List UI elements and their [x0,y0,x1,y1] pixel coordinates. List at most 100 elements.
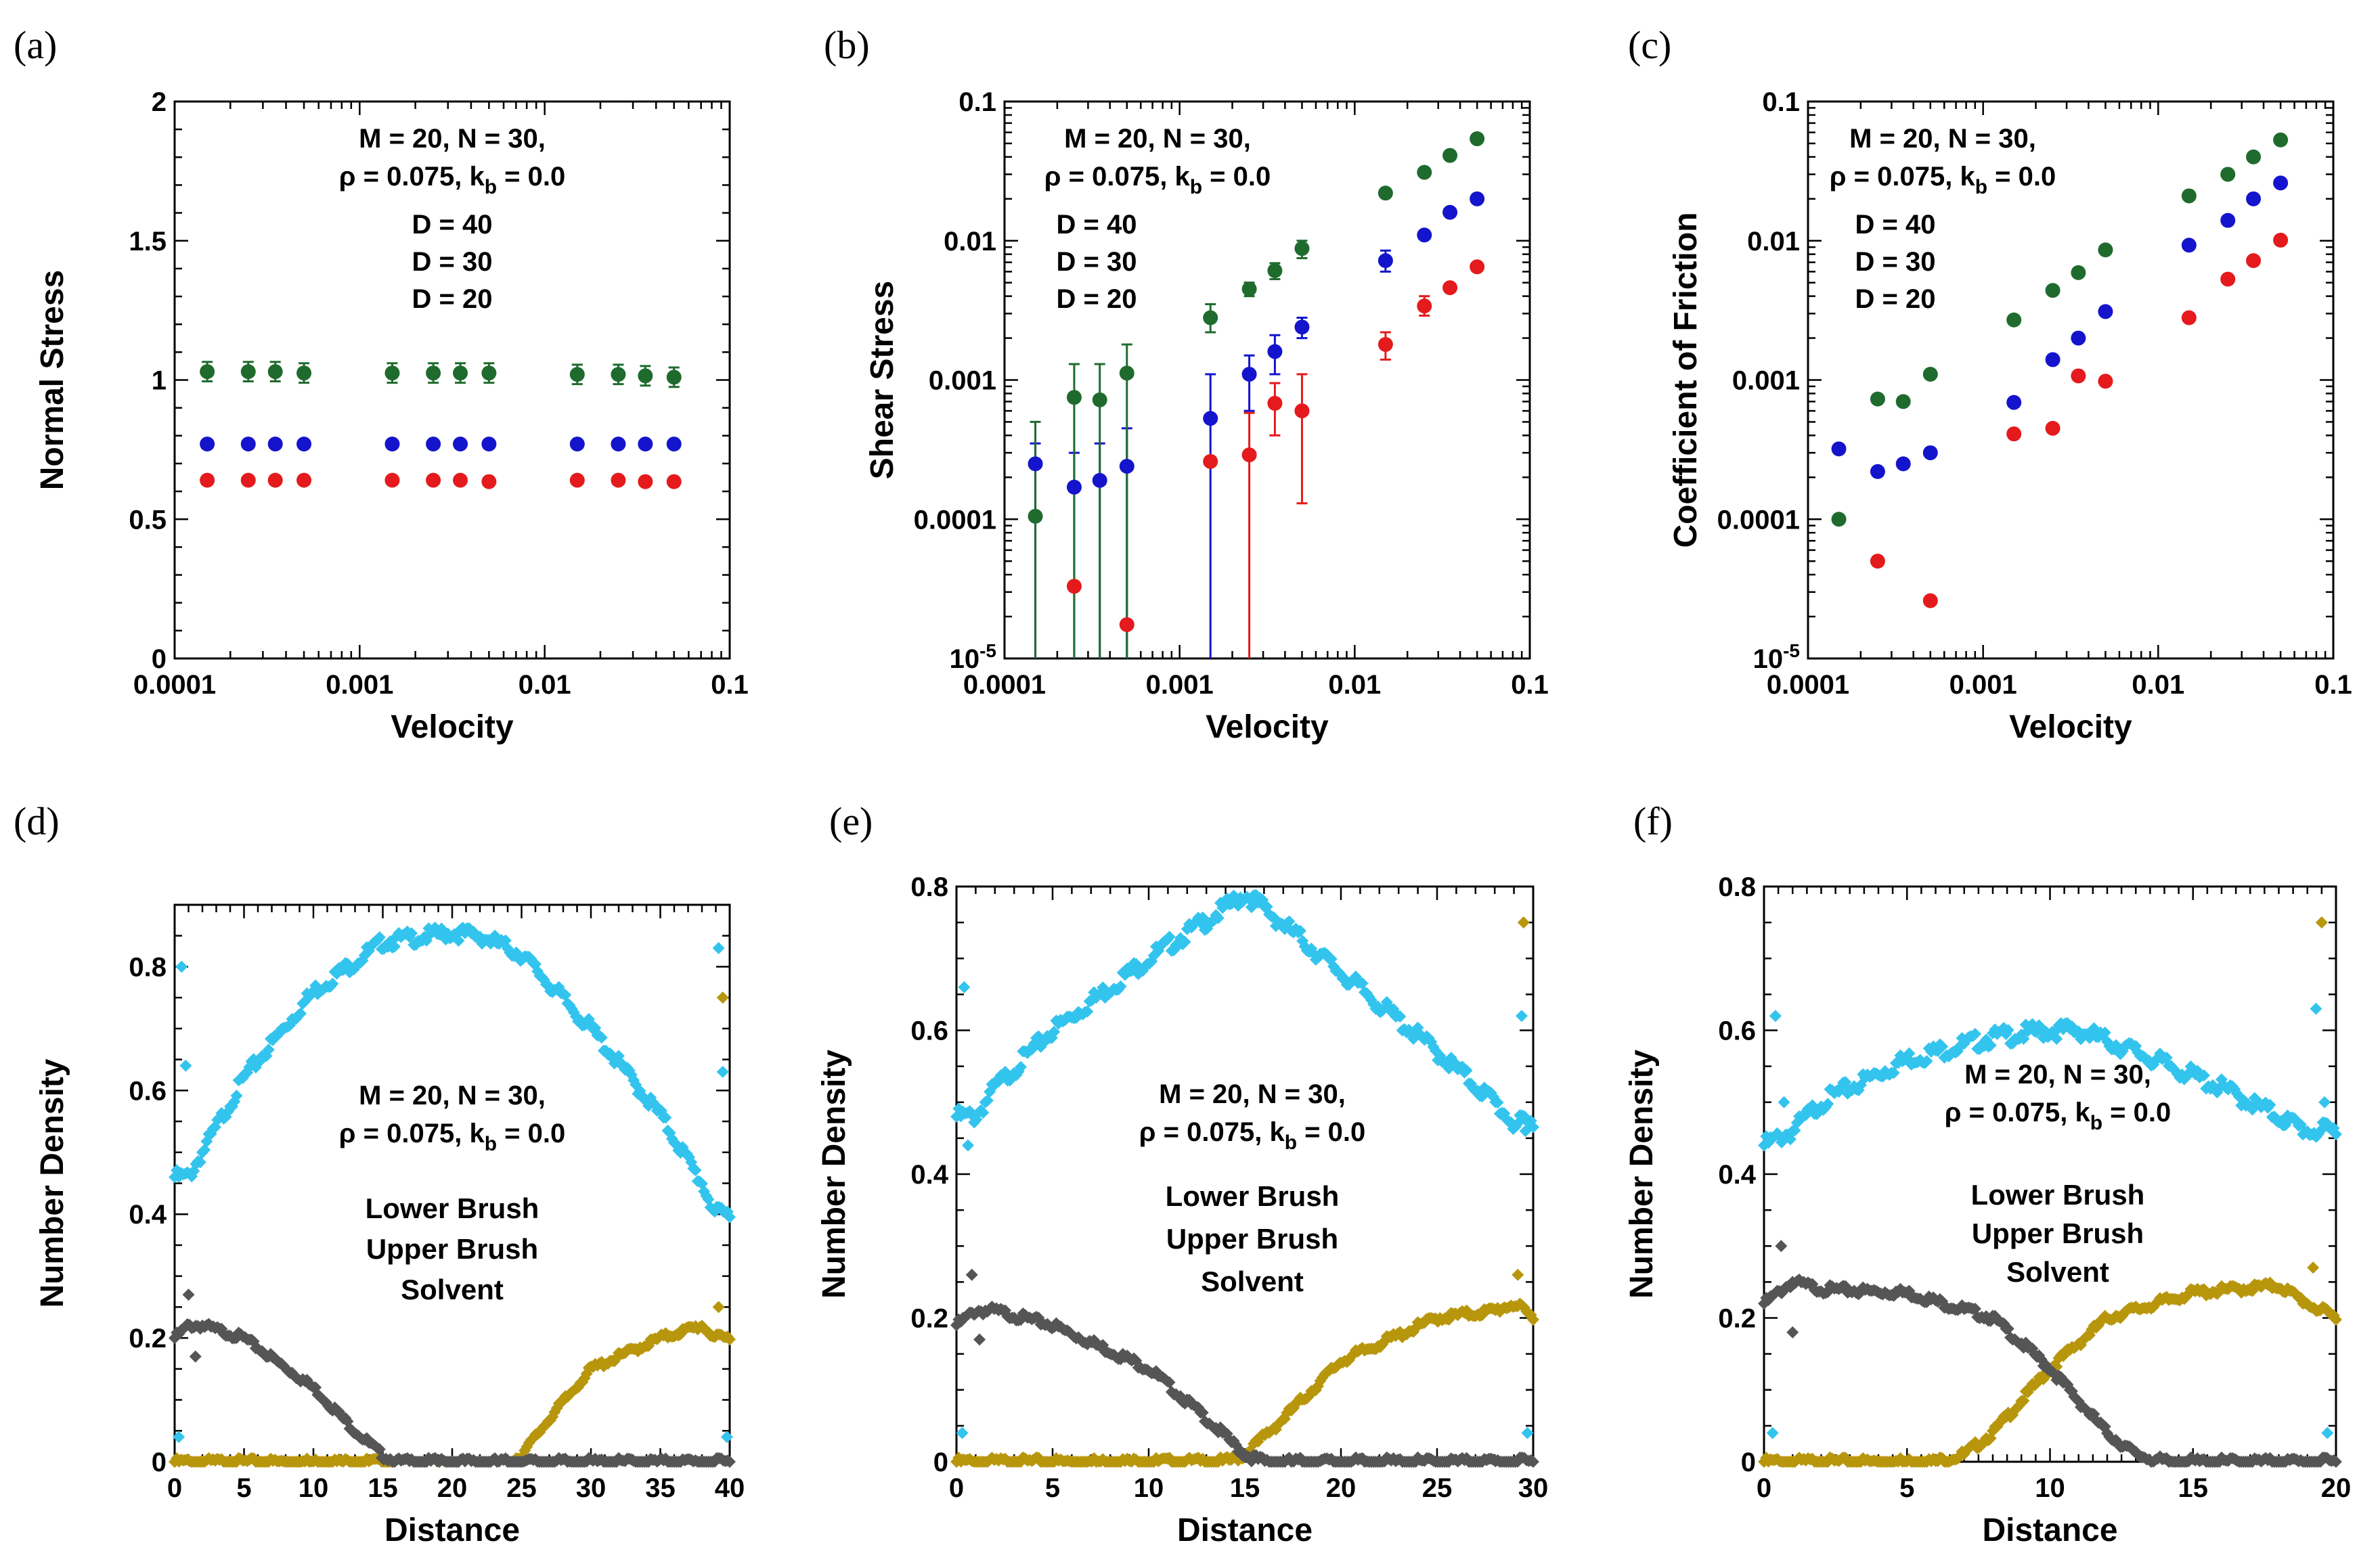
solvent-point [337,964,350,977]
data-point [2220,212,2236,228]
solvent-point [2098,1026,2111,1039]
x-tick-label: 20 [437,1473,468,1503]
y-tick-label: 0.1 [958,87,996,117]
annotation-rho: ρ = 0.075, k [1945,1098,2091,1127]
data-point [1470,259,1485,275]
upper-brush-point [716,991,729,1004]
data-point [1267,395,1283,411]
solvent-point [2002,1024,2014,1037]
solvent-point [2321,1427,2334,1439]
upper-brush-point [2330,1313,2342,1326]
data-point [2045,352,2060,367]
upper-brush-point [1309,1384,1322,1397]
x-tick-label: 5 [1045,1473,1060,1503]
solvent-point [1491,1096,1504,1109]
y-tick-label: 0 [152,644,167,674]
annotation-rho: ρ = 0.075, k [339,1119,485,1148]
x-axis-label: Distance [384,1513,520,1548]
data-point [1066,390,1082,405]
data-point [1092,392,1107,407]
data-point [666,369,682,385]
legend-label: D = 30 [412,247,493,277]
y-tick-label: 0.001 [1732,366,1800,396]
solvent-point [981,1094,994,1107]
y-tick-label: 0.01 [944,227,996,256]
x-tick-label: 0.1 [2314,670,2352,700]
y-tick-label: 0.8 [1718,872,1756,902]
data-point [1203,453,1218,469]
solvent-point [712,942,725,955]
y-tick-label: 0.2 [910,1304,948,1334]
legend-label: D = 20 [412,284,493,314]
data-point [267,364,283,380]
data-point [611,472,626,488]
y-tick-label: 0.6 [910,1016,948,1046]
data-point [2246,191,2262,206]
data-point [1294,241,1310,256]
y-tick-label: 10-5 [950,640,996,674]
y-tick-label: 0.2 [1718,1304,1756,1334]
annotation-line2: ρ = 0.075, kb = 0.0 [1830,162,2056,198]
annotation-kb: = 0.0 [2102,1098,2171,1127]
data-point [1241,366,1257,382]
data-point [2098,374,2113,389]
data-point [1241,447,1257,463]
x-tick-label: 0.001 [1949,670,2017,700]
annotation-rho: ρ = 0.075, k [1139,1117,1285,1147]
legend-label: Solvent [401,1274,504,1305]
solvent-point [1969,1027,1981,1040]
solvent-point [977,1106,990,1119]
data-point [2273,175,2289,191]
annotation-subscript: b [1975,176,1987,198]
legend-label: Lower Brush [1971,1179,2145,1211]
y-tick-label: 0.4 [910,1160,948,1190]
plot-frame [955,885,1535,1463]
y-axis-label: Number Density [1624,1050,1660,1299]
data-point [1442,148,1458,163]
solvent-point [689,1164,702,1177]
solvent-point [716,1065,729,1078]
x-tick-label: 0.0001 [133,670,216,700]
panel-a: (a) 0.0001 0.001 0.01 0.1 0 0.5 1 1.5 2 Velocity No… [14,23,749,745]
y-tick-label: 0.1 [1762,87,1800,117]
annotation-kb: = 0.0 [497,1119,565,1148]
data-point [1895,456,1911,472]
data-point [1470,191,1485,206]
y-tick-label: 0.6 [1718,1016,1756,1046]
x-tick-label: 5 [236,1473,251,1503]
solvent-point [194,1156,206,1169]
data-point [240,436,256,452]
annotation-line2: ρ = 0.075, kb = 0.0 [339,162,565,198]
y-tick-label: 0.5 [129,505,167,535]
y-axis-label: Normal Stress [35,270,70,490]
legend-label: D = 30 [1057,247,1137,277]
y-tick-label-exp: -5 [1783,640,1800,661]
plot-frame [173,903,731,1463]
annotation-kb: = 0.0 [1202,162,1271,192]
solvent-point [2264,1098,2276,1111]
solvent-point [198,1144,211,1157]
solvent-point [2310,1002,2322,1015]
lower-brush-point [2061,1379,2074,1391]
upper-brush-point [724,1333,736,1346]
x-tick-label: 30 [1518,1473,1549,1503]
data-point [267,472,283,488]
solvent-point [958,981,971,993]
y-axis-label: Number Density [816,1050,852,1299]
legend-label: Upper Brush [366,1233,538,1265]
data-point [569,367,585,382]
y-tick-label: 1 [152,366,167,396]
lower-brush-point [1163,1376,1176,1389]
data-point [1028,456,1043,472]
annotation-kb: = 0.0 [1987,162,2056,192]
annotation-line2: ρ = 0.075, kb = 0.0 [1139,1117,1365,1154]
y-tick-label: 2 [152,87,167,117]
solvent-point [659,1111,672,1124]
data-point [1377,336,1393,352]
data-point [1831,512,1847,527]
upper-brush-point [1512,1268,1524,1281]
panel-f: (f) 0 5 10 15 20 0 0.2 0.4 0.6 0.8 Distance Number D… [1624,799,2351,1548]
data-point [638,368,653,384]
data-point [1092,472,1107,488]
x-axis-label: Velocity [2009,709,2132,745]
